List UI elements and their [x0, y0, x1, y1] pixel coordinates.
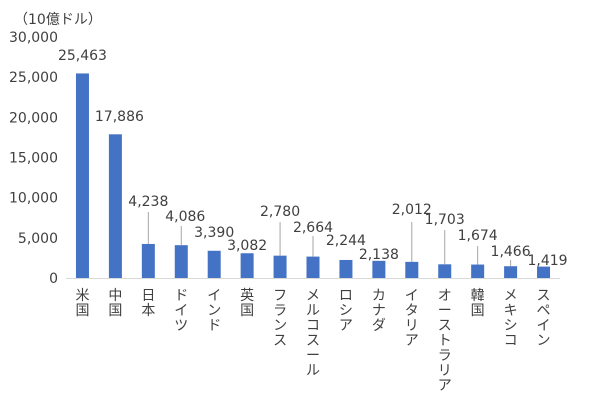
- category-label: メルコスール: [306, 288, 320, 379]
- y-tick-label: 10,000: [9, 191, 58, 207]
- bar: [207, 250, 221, 278]
- y-axis: 0 5,000 10,000 15,000 20,000 25,000 30,000: [9, 30, 560, 287]
- bar: [240, 253, 254, 278]
- data-label: 1,674: [458, 228, 498, 244]
- bar: [372, 260, 386, 278]
- bar: [471, 264, 485, 278]
- y-tick-label: 25,000: [9, 70, 58, 86]
- category-label: 英国: [240, 287, 254, 319]
- data-label: 1,466: [491, 244, 531, 260]
- bar: [75, 73, 89, 278]
- category-label: スペイン: [537, 288, 551, 349]
- data-label: 3,390: [194, 225, 234, 241]
- data-label: 1,419: [527, 253, 567, 269]
- category-label: イタリア: [405, 288, 419, 349]
- category-label: ロシア: [339, 288, 353, 334]
- bar-series: [75, 73, 551, 278]
- bar: [306, 256, 320, 278]
- category-label: 中国: [108, 288, 122, 319]
- y-tick-label: 30,000: [9, 30, 58, 46]
- data-label: 3,082: [227, 238, 267, 254]
- bar: [438, 264, 452, 278]
- data-label: 2,012: [392, 202, 432, 218]
- bar: [174, 245, 188, 278]
- data-label-leaders: [147, 212, 512, 267]
- bar: [537, 266, 551, 278]
- data-label: 2,244: [326, 233, 366, 249]
- data-label: 1,703: [425, 212, 465, 228]
- data-label: 2,138: [359, 247, 399, 263]
- y-tick-label: 0: [49, 271, 58, 287]
- data-label: 4,238: [128, 194, 168, 210]
- category-label: フランス: [273, 288, 287, 349]
- bar: [141, 243, 155, 278]
- category-label: ドイツ: [174, 288, 188, 334]
- category-label: メキシコ: [504, 288, 518, 349]
- y-axis-unit-label: （10億ドル）: [14, 12, 102, 28]
- category-label: オーストラリア: [438, 288, 452, 394]
- bar: [405, 261, 419, 278]
- y-tick-label: 5,000: [18, 231, 58, 247]
- category-label: インド: [207, 288, 221, 334]
- category-label: 韓国: [471, 288, 485, 319]
- data-label: 25,463: [58, 48, 107, 64]
- category-label: 日本: [141, 288, 155, 319]
- data-label: 4,086: [165, 209, 205, 225]
- data-label: 2,780: [260, 204, 300, 220]
- data-label: 17,886: [95, 109, 144, 125]
- bar: [504, 266, 518, 278]
- category-label: 米国: [75, 288, 89, 319]
- y-tick-label: 20,000: [9, 110, 58, 126]
- y-tick-label: 15,000: [9, 151, 58, 167]
- category-label: カナダ: [372, 288, 386, 334]
- bar: [108, 134, 122, 278]
- data-label: 2,664: [293, 220, 333, 236]
- bar: [273, 255, 287, 278]
- bar: [339, 259, 353, 278]
